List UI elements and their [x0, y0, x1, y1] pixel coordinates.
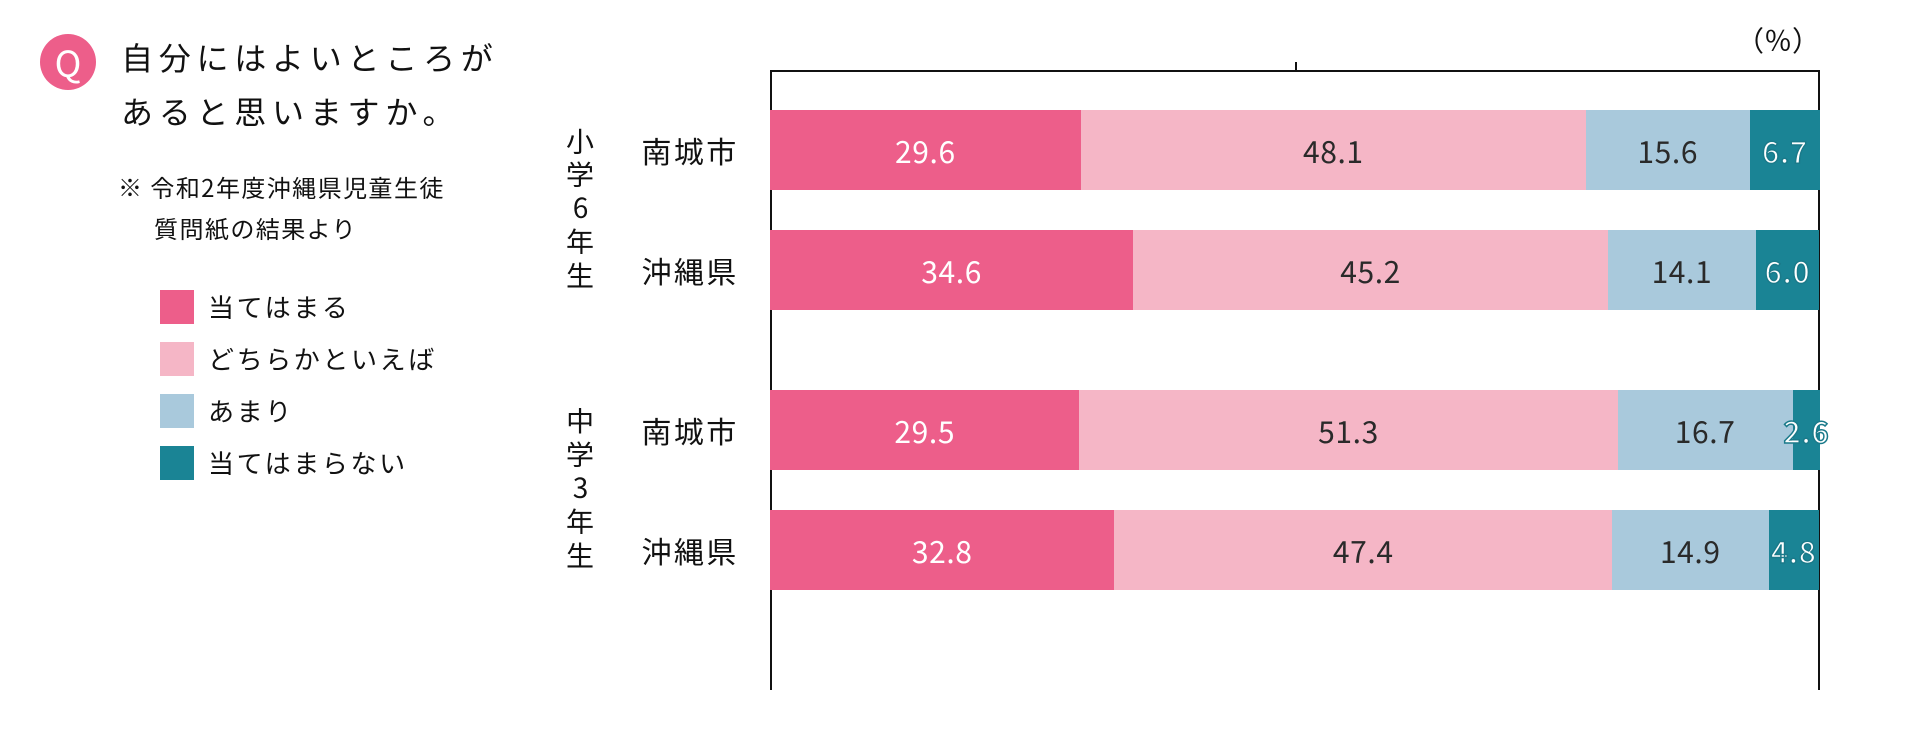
bar-row: 南城市 29.5 51.3 16.7 2.6 — [610, 390, 1820, 470]
bar-segment: 4.8 — [1769, 510, 1819, 590]
bar-row: 沖縄県 32.8 47.4 14.9 4.8 — [610, 510, 1820, 590]
legend-item: 当てはまらない — [160, 444, 520, 481]
segment-value: 48.1 — [1303, 128, 1364, 172]
stacked-bar: 29.5 51.3 16.7 2.6 — [770, 390, 1820, 470]
legend-item: あまり — [160, 392, 520, 429]
stacked-bar: 32.8 47.4 14.9 4.8 — [770, 510, 1820, 590]
bar-segment: 2.6 — [1793, 390, 1820, 470]
segment-value: 29.5 — [894, 408, 955, 452]
chart-container: Q 自分にはよいところが あると思いますか。 ※ 令和2年度沖縄県児童生徒 質問… — [40, 30, 1880, 718]
segment-value: 32.8 — [912, 528, 973, 572]
segment-value: 45.2 — [1340, 248, 1401, 292]
segment-value: 51.3 — [1318, 408, 1379, 452]
row-label: 沖縄県 — [610, 248, 770, 292]
bar-group: 中学3年生南城市 29.5 51.3 16.7 2.6 沖縄県 32.8 47.4 14.9 4.… — [550, 390, 1820, 590]
right-panel: （％） 小学6年生南城市29.648.115.66.7沖縄県34.645.214… — [550, 30, 1880, 718]
note-line1: ※ 令和2年度沖縄県児童生徒 — [118, 167, 520, 208]
bar-segment: 32.8 — [770, 510, 1114, 590]
group-label: 中学3年生 — [550, 390, 610, 590]
bar-row: 沖縄県 34.6 45.2 14.1 6.0 — [610, 230, 1820, 310]
legend-label: 当てはまらない — [208, 444, 408, 481]
bar-segment: 29.6 — [770, 110, 1081, 190]
legend-item: どちらかといえば — [160, 340, 520, 377]
bar-segment: 51.3 — [1079, 390, 1617, 470]
unit-label: （％） — [1736, 20, 1820, 60]
legend: 当てはまるどちらかといえばあまり当てはまらない — [160, 288, 520, 481]
bar-segment: 6.7 — [1750, 110, 1820, 190]
q-badge: Q — [40, 34, 96, 90]
segment-value: 15.6 — [1637, 128, 1698, 172]
group-label: 小学6年生 — [550, 110, 610, 310]
bar-segment: 15.6 — [1586, 110, 1750, 190]
stacked-bar: 29.6 48.1 15.6 6.7 — [770, 110, 1820, 190]
row-label: 沖縄県 — [610, 528, 770, 572]
bar-segment: 29.5 — [770, 390, 1079, 470]
left-panel: Q 自分にはよいところが あると思いますか。 ※ 令和2年度沖縄県児童生徒 質問… — [40, 30, 550, 718]
stacked-bar: 34.6 45.2 14.1 6.0 — [770, 230, 1820, 310]
question-line2: あると思いますか。 — [121, 84, 499, 138]
question-line1: 自分にはよいところが — [121, 30, 499, 84]
legend-label: どちらかといえば — [208, 340, 437, 377]
bar-segment: 14.9 — [1612, 510, 1768, 590]
legend-label: 当てはまる — [208, 288, 350, 325]
legend-item: 当てはまる — [160, 288, 520, 325]
segment-value: 4.8 — [1771, 528, 1817, 572]
bars-column: 南城市 29.5 51.3 16.7 2.6 沖縄県 32.8 47.4 14.9 4.8 — [610, 390, 1820, 590]
segment-value: 47.4 — [1333, 528, 1394, 572]
q-letter: Q — [55, 36, 82, 88]
segment-value: 14.9 — [1660, 528, 1721, 572]
bar-segment: 45.2 — [1133, 230, 1608, 310]
bar-segment: 47.4 — [1114, 510, 1612, 590]
note: ※ 令和2年度沖縄県児童生徒 質問紙の結果より — [118, 167, 520, 249]
bar-group: 小学6年生南城市 29.6 48.1 15.6 6.7 沖縄県 34.6 45.2 14.1 6.… — [550, 110, 1820, 310]
bar-segment: 14.1 — [1608, 230, 1756, 310]
segment-value: 2.6 — [1783, 408, 1829, 452]
legend-swatch — [160, 446, 194, 480]
bar-row: 南城市 29.6 48.1 15.6 6.7 — [610, 110, 1820, 190]
note-line2: 質問紙の結果より — [154, 208, 520, 249]
question-text: 自分にはよいところが あると思いますか。 — [121, 30, 499, 139]
bar-segment: 34.6 — [770, 230, 1133, 310]
legend-swatch — [160, 342, 194, 376]
legend-swatch — [160, 394, 194, 428]
axis-tick — [1295, 62, 1297, 72]
segment-value: 16.7 — [1675, 408, 1736, 452]
segment-value: 34.6 — [921, 248, 982, 292]
bars-column: 南城市 29.6 48.1 15.6 6.7 沖縄県 34.6 45.2 14.1 6.0 — [610, 110, 1820, 310]
legend-label: あまり — [208, 392, 294, 429]
question-row: Q 自分にはよいところが あると思いますか。 — [40, 30, 520, 139]
row-label: 南城市 — [610, 408, 770, 452]
legend-swatch — [160, 290, 194, 324]
bar-segment: 48.1 — [1081, 110, 1586, 190]
row-label: 南城市 — [610, 128, 770, 172]
segment-value: 6.0 — [1764, 248, 1810, 292]
bar-segment: 16.7 — [1618, 390, 1793, 470]
segment-value: 29.6 — [895, 128, 956, 172]
segment-value: 6.7 — [1762, 128, 1808, 172]
chart-area: 小学6年生南城市29.648.115.66.7沖縄県34.645.214.16.… — [550, 70, 1880, 710]
segment-value: 14.1 — [1652, 248, 1713, 292]
bar-segment: 6.0 — [1756, 230, 1819, 310]
